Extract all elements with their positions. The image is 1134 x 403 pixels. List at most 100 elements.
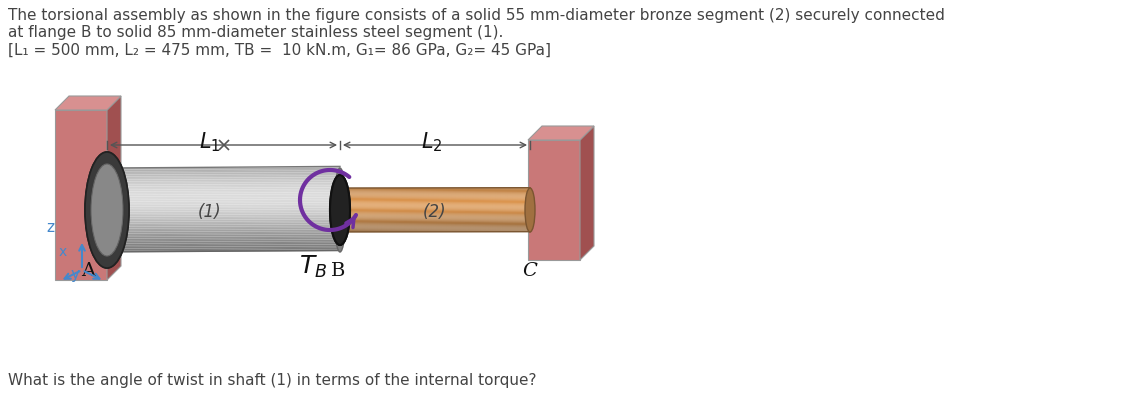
Polygon shape (108, 184, 339, 187)
Polygon shape (109, 226, 339, 229)
Polygon shape (109, 239, 338, 242)
Text: A: A (81, 262, 95, 280)
Ellipse shape (101, 168, 113, 252)
Polygon shape (340, 218, 530, 220)
Polygon shape (109, 224, 339, 227)
Polygon shape (340, 195, 530, 197)
Text: What is the angle of twist in shaft (1) in terms of the internal torque?: What is the angle of twist in shaft (1) … (8, 373, 536, 388)
Polygon shape (340, 214, 530, 216)
Polygon shape (108, 177, 340, 180)
Polygon shape (340, 225, 530, 226)
Polygon shape (340, 190, 530, 191)
Polygon shape (340, 212, 530, 213)
Polygon shape (340, 189, 530, 190)
Polygon shape (107, 174, 340, 177)
Polygon shape (108, 221, 339, 223)
Polygon shape (340, 223, 530, 224)
Polygon shape (579, 126, 594, 260)
Text: $L_1$: $L_1$ (200, 130, 221, 154)
Polygon shape (56, 110, 107, 280)
Ellipse shape (91, 164, 122, 256)
Polygon shape (107, 170, 340, 173)
Polygon shape (109, 236, 338, 239)
Polygon shape (340, 193, 530, 195)
Polygon shape (340, 227, 530, 229)
Polygon shape (108, 211, 339, 213)
Text: The torsional assembly as shown in the figure consists of a solid 55 mm-diameter: The torsional assembly as shown in the f… (8, 8, 945, 23)
Polygon shape (108, 214, 339, 217)
Polygon shape (108, 194, 339, 197)
Polygon shape (108, 192, 339, 195)
Ellipse shape (85, 152, 129, 268)
Polygon shape (108, 202, 339, 205)
Polygon shape (340, 217, 530, 219)
Polygon shape (109, 222, 339, 225)
Polygon shape (109, 243, 338, 245)
Polygon shape (108, 206, 339, 208)
Polygon shape (107, 167, 340, 170)
Polygon shape (109, 241, 338, 243)
Polygon shape (340, 194, 530, 196)
Polygon shape (340, 210, 530, 211)
Polygon shape (108, 212, 339, 215)
Polygon shape (340, 222, 530, 223)
Polygon shape (109, 228, 339, 230)
Polygon shape (340, 213, 530, 214)
Polygon shape (340, 220, 530, 221)
Ellipse shape (90, 164, 125, 256)
Polygon shape (340, 197, 530, 198)
Text: z: z (46, 220, 54, 235)
Polygon shape (109, 235, 338, 237)
Polygon shape (108, 216, 339, 218)
Polygon shape (109, 229, 339, 232)
Polygon shape (109, 233, 338, 235)
Text: (1): (1) (198, 203, 222, 221)
Polygon shape (340, 197, 530, 199)
Polygon shape (340, 206, 530, 208)
Polygon shape (340, 188, 530, 189)
Polygon shape (340, 224, 530, 225)
Polygon shape (340, 221, 530, 222)
Polygon shape (340, 216, 530, 218)
Polygon shape (109, 249, 338, 252)
Polygon shape (107, 169, 340, 171)
Polygon shape (108, 201, 339, 203)
Polygon shape (109, 231, 338, 233)
Polygon shape (108, 179, 340, 181)
Text: $L_2$: $L_2$ (421, 130, 442, 154)
Polygon shape (109, 248, 338, 250)
Polygon shape (108, 186, 339, 188)
Polygon shape (340, 208, 530, 209)
Text: C: C (523, 262, 538, 280)
Polygon shape (108, 182, 340, 185)
Ellipse shape (525, 188, 535, 232)
Polygon shape (340, 229, 530, 230)
Polygon shape (108, 189, 339, 191)
Polygon shape (340, 205, 530, 207)
Text: y: y (70, 267, 79, 282)
Text: $T_B$: $T_B$ (299, 254, 327, 280)
Polygon shape (340, 202, 530, 204)
Polygon shape (340, 229, 530, 231)
Polygon shape (340, 199, 530, 200)
Polygon shape (528, 140, 579, 260)
Polygon shape (108, 218, 339, 220)
Text: (2): (2) (423, 203, 447, 221)
Polygon shape (340, 211, 530, 212)
Text: at flange B to solid 85 mm-diameter stainless steel segment (1).: at flange B to solid 85 mm-diameter stai… (8, 25, 503, 40)
Polygon shape (107, 172, 340, 175)
Ellipse shape (85, 152, 129, 268)
Polygon shape (108, 199, 339, 202)
Polygon shape (340, 204, 530, 206)
Polygon shape (108, 219, 339, 222)
Polygon shape (340, 192, 530, 193)
Polygon shape (108, 204, 339, 207)
Polygon shape (56, 96, 121, 110)
Polygon shape (340, 200, 530, 201)
Ellipse shape (335, 168, 346, 252)
Ellipse shape (91, 164, 122, 256)
Polygon shape (340, 226, 530, 228)
Polygon shape (340, 215, 530, 216)
Polygon shape (109, 245, 338, 247)
Ellipse shape (91, 166, 124, 253)
